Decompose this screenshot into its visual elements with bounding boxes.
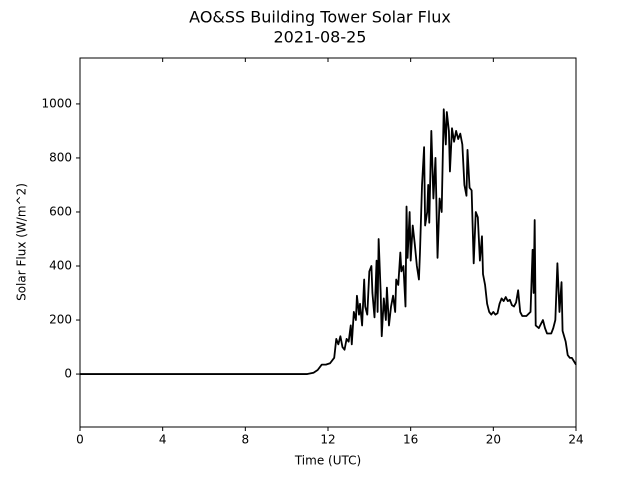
x-tick-label: 24 — [568, 433, 583, 447]
x-axis-label: Time (UTC) — [294, 454, 361, 468]
plot-frame — [79, 57, 577, 428]
chart-title: AO&SS Building Tower Solar Flux — [189, 8, 451, 27]
x-tick-label: 8 — [242, 433, 250, 447]
y-tick-label: 1000 — [41, 96, 72, 110]
x-tick-label: 12 — [320, 433, 335, 447]
y-tick-label: 0 — [64, 367, 72, 381]
x-tick-label: 4 — [159, 433, 167, 447]
x-tick-label: 0 — [76, 433, 84, 447]
y-axis-label: Solar Flux (W/m^2) — [15, 183, 29, 301]
data-line — [80, 108, 577, 375]
x-tick-label: 16 — [403, 433, 418, 447]
chart-subtitle: 2021-08-25 — [274, 28, 367, 47]
y-tick-label: 200 — [49, 313, 72, 327]
y-tick-label: 600 — [49, 204, 72, 218]
y-tick-label: 800 — [49, 150, 72, 164]
y-tick-label: 400 — [49, 259, 72, 273]
x-tick-label: 20 — [486, 433, 501, 447]
